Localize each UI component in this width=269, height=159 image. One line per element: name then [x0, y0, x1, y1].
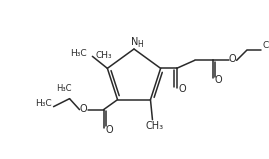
Text: H₃C: H₃C [35, 99, 52, 108]
Text: O: O [179, 84, 186, 94]
Text: CH₃: CH₃ [263, 41, 269, 50]
Text: O: O [106, 125, 113, 135]
Text: H: H [137, 40, 143, 49]
Text: H₃C: H₃C [56, 84, 72, 93]
Text: O: O [80, 104, 87, 114]
Text: O: O [215, 75, 222, 85]
Text: O: O [229, 54, 236, 64]
Text: N: N [131, 37, 139, 47]
Text: CH₃: CH₃ [146, 121, 164, 131]
Text: H₃C: H₃C [70, 49, 86, 58]
Text: CH₃: CH₃ [95, 51, 112, 60]
